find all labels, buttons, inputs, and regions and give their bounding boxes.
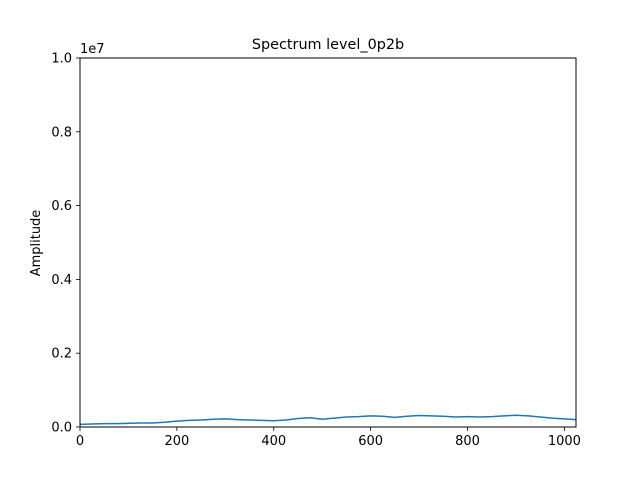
plot-area: 0 200 400 600 800 1000 0.0 0.2 0.4 0.6 0.8 1.0 (51, 52, 581, 450)
y-tick-label: 0.4 (51, 273, 72, 288)
x-tick-label: 0 (76, 434, 84, 449)
y-tick-label: 1.0 (51, 52, 72, 67)
y-tick-label: 0.6 (51, 199, 72, 214)
x-tick-label: 400 (261, 434, 286, 449)
chart-title: Spectrum level_0p2b (252, 37, 404, 53)
y-tick-label: 0.2 (51, 347, 72, 362)
y-offset-label: 1e7 (80, 42, 105, 57)
y-axis-label: Amplitude (29, 210, 44, 277)
y-tick-label: 0.0 (51, 421, 72, 436)
x-tick-label: 200 (164, 434, 189, 449)
y-tick-label: 0.8 (51, 125, 72, 140)
plot-frame (79, 57, 577, 428)
series-line (79, 414, 577, 426)
x-tick-label: 600 (358, 434, 383, 449)
x-tick-label: 1000 (548, 434, 581, 449)
x-tick-label: 800 (455, 434, 480, 449)
